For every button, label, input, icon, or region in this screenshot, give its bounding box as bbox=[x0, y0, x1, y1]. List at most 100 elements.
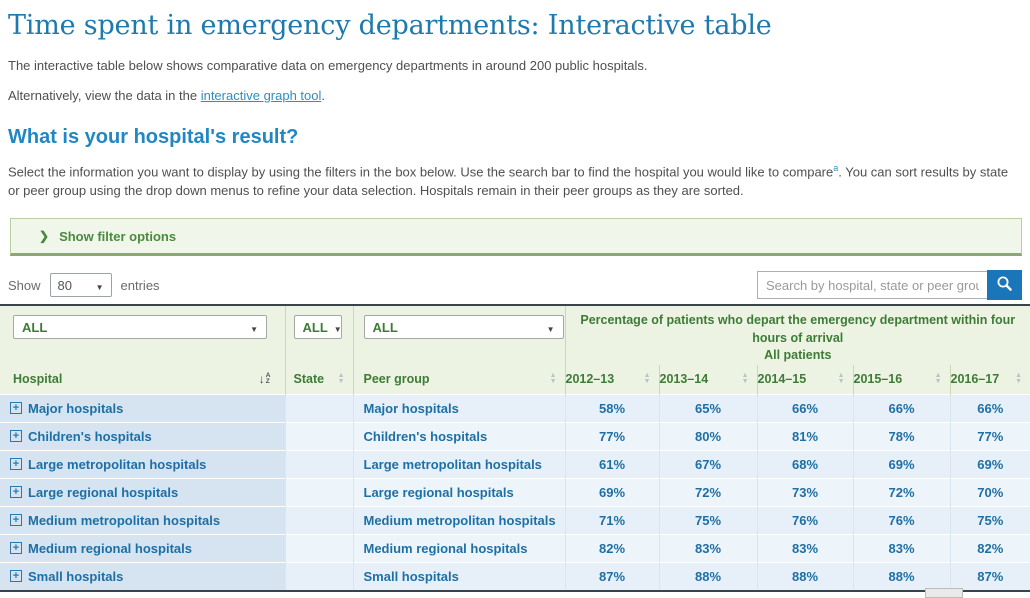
table-row: Large regional hospitals Large regional … bbox=[0, 478, 1030, 507]
measure-line1: Percentage of patients who depart the em… bbox=[580, 313, 1016, 345]
state-cell bbox=[284, 534, 353, 563]
alt-text-suffix: . bbox=[321, 88, 326, 103]
value-cell: 66% bbox=[756, 394, 853, 423]
column-header-2015-16[interactable]: 2015–16 bbox=[852, 364, 950, 395]
value-cell: 72% bbox=[852, 478, 950, 507]
column-header-hospital[interactable]: Hospital bbox=[0, 364, 285, 395]
value-cell: 87% bbox=[564, 562, 659, 591]
show-filter-options-toggle[interactable]: Show filter options bbox=[10, 218, 1022, 257]
value-cell: 82% bbox=[564, 534, 659, 563]
peer-group-header-label: Peer group bbox=[363, 372, 430, 387]
sort-arrows-icon bbox=[838, 373, 845, 385]
peer-group-cell: Major hospitals bbox=[352, 394, 565, 423]
interactive-graph-tool-link[interactable]: interactive graph tool bbox=[200, 88, 322, 103]
entries-per-page-select[interactable]: 80 bbox=[49, 273, 112, 298]
value-cell: 75% bbox=[658, 506, 757, 535]
expand-row-icon[interactable] bbox=[10, 486, 22, 499]
hospital-name-cell: Large metropolitan hospitals bbox=[0, 450, 285, 479]
state-cell bbox=[284, 478, 353, 507]
expand-row-icon[interactable] bbox=[10, 542, 22, 555]
measure-line2: All patients bbox=[764, 348, 832, 363]
chevron-down-icon bbox=[547, 320, 555, 335]
value-cell: 81% bbox=[756, 422, 853, 451]
expand-row-icon[interactable] bbox=[10, 458, 22, 471]
state-filter-cell: ALL bbox=[284, 305, 353, 365]
peer-group-filter-cell: ALL bbox=[352, 305, 565, 365]
value-cell: 88% bbox=[756, 562, 853, 591]
state-cell bbox=[284, 506, 353, 535]
search-input[interactable] bbox=[757, 271, 987, 300]
hospital-filter-value: ALL bbox=[22, 319, 48, 335]
value-cell: 67% bbox=[658, 450, 757, 479]
value-cell: 70% bbox=[949, 478, 1030, 507]
value-cell: 87% bbox=[949, 562, 1030, 591]
table-row: Small hospitals Small hospitals 87% 88% … bbox=[0, 562, 1030, 591]
value-cell: 69% bbox=[564, 478, 659, 507]
intro-paragraph: The interactive table below shows compar… bbox=[8, 58, 648, 73]
value-cell: 88% bbox=[658, 562, 757, 591]
value-cell: 69% bbox=[852, 450, 950, 479]
peer-group-cell: Children's hospitals bbox=[352, 422, 565, 451]
column-header-2012-13[interactable]: 2012–13 bbox=[564, 364, 659, 395]
value-cell: 78% bbox=[852, 422, 950, 451]
table-row: Medium metropolitan hospitals Medium met… bbox=[0, 506, 1030, 535]
sort-arrows-icon bbox=[742, 373, 749, 385]
hospital-name-cell: Small hospitals bbox=[0, 562, 285, 591]
sort-alphabetical-icon bbox=[259, 372, 271, 386]
state-cell bbox=[284, 422, 353, 451]
value-cell: 77% bbox=[564, 422, 659, 451]
footnote-a-link[interactable]: a bbox=[833, 163, 839, 173]
chevron-right-icon bbox=[39, 229, 49, 243]
expand-row-icon[interactable] bbox=[10, 569, 22, 582]
peer-group-cell: Medium metropolitan hospitals bbox=[352, 506, 565, 535]
hospital-name-cell: Children's hospitals bbox=[0, 422, 285, 451]
table-row: Children's hospitals Children's hospital… bbox=[0, 422, 1030, 451]
interactive-table: ALL ALL ALL Percentage of patients who d… bbox=[0, 304, 1030, 592]
expand-row-icon[interactable] bbox=[10, 514, 22, 527]
value-cell: 82% bbox=[949, 534, 1030, 563]
chevron-down-icon bbox=[334, 320, 342, 335]
filter-toggle-label: Show filter options bbox=[59, 228, 177, 244]
column-header-2013-14[interactable]: 2013–14 bbox=[658, 364, 757, 395]
entries-select-value: 80 bbox=[57, 277, 72, 293]
partial-cutoff-element bbox=[925, 588, 963, 598]
value-cell: 73% bbox=[756, 478, 853, 507]
alternative-paragraph: Alternatively, view the data in the inte… bbox=[8, 88, 1022, 103]
desc-text-2: . You can sort results by state or peer … bbox=[8, 164, 1009, 199]
state-cell bbox=[284, 450, 353, 479]
hospital-filter-select[interactable]: ALL bbox=[13, 315, 267, 340]
value-cell: 72% bbox=[658, 478, 757, 507]
value-cell: 83% bbox=[658, 534, 757, 563]
column-header-state[interactable]: State bbox=[284, 364, 353, 395]
peer-group-cell: Large metropolitan hospitals bbox=[352, 450, 565, 479]
year-header-label: 2013–14 bbox=[659, 372, 709, 387]
entries-label: entries bbox=[120, 277, 160, 293]
peer-group-filter-select[interactable]: ALL bbox=[363, 315, 564, 340]
column-header-2016-17[interactable]: 2016–17 bbox=[949, 364, 1030, 395]
hospital-name-cell: Medium metropolitan hospitals bbox=[0, 506, 285, 535]
value-cell: 69% bbox=[949, 450, 1030, 479]
expand-row-icon[interactable] bbox=[10, 402, 22, 415]
sort-arrows-icon bbox=[1015, 373, 1022, 385]
measure-description-header: Percentage of patients who depart the em… bbox=[564, 305, 1030, 365]
search-button[interactable] bbox=[987, 270, 1022, 301]
value-cell: 80% bbox=[658, 422, 757, 451]
peer-group-filter-value: ALL bbox=[372, 319, 398, 335]
sort-arrows-icon bbox=[550, 373, 557, 385]
hospital-name: Children's hospitals bbox=[28, 429, 152, 445]
state-header-label: State bbox=[293, 372, 325, 387]
state-filter-value: ALL bbox=[302, 319, 328, 335]
section-description: Select the information you want to displ… bbox=[8, 162, 1018, 201]
chevron-down-icon bbox=[96, 278, 104, 293]
value-cell: 77% bbox=[949, 422, 1030, 451]
show-label: Show bbox=[8, 277, 41, 293]
hospital-name: Major hospitals bbox=[28, 401, 124, 417]
column-header-2014-15[interactable]: 2014–15 bbox=[756, 364, 853, 395]
value-cell: 66% bbox=[852, 394, 950, 423]
state-filter-select[interactable]: ALL bbox=[293, 315, 342, 340]
page-title: Time spent in emergency departments: Int… bbox=[8, 10, 772, 41]
table-row: Major hospitals Major hospitals 58% 65% … bbox=[0, 394, 1030, 423]
hospital-name: Small hospitals bbox=[28, 568, 124, 584]
column-header-peer-group[interactable]: Peer group bbox=[352, 364, 565, 395]
expand-row-icon[interactable] bbox=[10, 430, 22, 443]
